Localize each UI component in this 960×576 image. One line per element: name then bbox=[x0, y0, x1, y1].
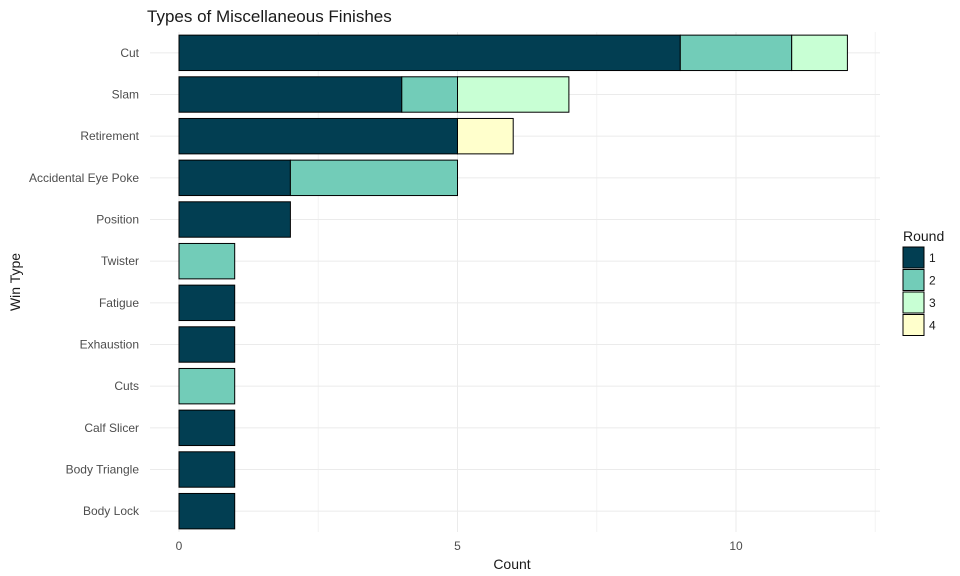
x-tick-labels: 0 5 10 bbox=[176, 539, 743, 553]
category-label: Slam bbox=[112, 88, 139, 102]
category-label: Twister bbox=[101, 254, 139, 268]
bar-segment bbox=[457, 76, 570, 113]
bar-segment bbox=[178, 409, 236, 447]
category-label: Cuts bbox=[114, 379, 139, 393]
bar-segment bbox=[401, 76, 458, 113]
category-label: Fatigue bbox=[99, 296, 139, 310]
x-axis-title: Count bbox=[493, 556, 530, 572]
bar-segment bbox=[178, 492, 236, 530]
category-label: Body Lock bbox=[83, 504, 140, 518]
bar-segment bbox=[178, 367, 236, 405]
legend-label: 3 bbox=[929, 296, 936, 310]
bar-segment bbox=[289, 159, 458, 197]
category-labels: Cut Slam Retirement Accidental Eye Poke Posi… bbox=[29, 46, 140, 518]
legend-label: 2 bbox=[929, 274, 936, 288]
bar-segment bbox=[178, 326, 236, 363]
legend-key bbox=[902, 246, 925, 269]
legend-key bbox=[902, 269, 925, 291]
bar-segment bbox=[178, 34, 681, 72]
bar-segment bbox=[178, 284, 236, 322]
bar-segment bbox=[679, 34, 793, 72]
legend-key bbox=[902, 291, 925, 314]
category-label: Body Triangle bbox=[66, 463, 140, 477]
legend: Round 1 2 3 4 bbox=[902, 228, 944, 336]
x-tick-label: 0 bbox=[176, 539, 183, 553]
bar-segment bbox=[178, 201, 291, 238]
legend-key bbox=[902, 314, 925, 336]
legend-title: Round bbox=[903, 228, 944, 244]
legend-label: 1 bbox=[929, 251, 936, 265]
bar-segment bbox=[791, 34, 848, 72]
category-label: Accidental Eye Poke bbox=[29, 171, 139, 185]
bar-segment bbox=[457, 117, 514, 155]
y-axis-title: Win Type bbox=[7, 253, 23, 311]
bars bbox=[178, 34, 848, 530]
chart-title: Types of Miscellaneous Finishes bbox=[147, 7, 392, 26]
category-label: Retirement bbox=[80, 129, 139, 143]
bar-segment bbox=[178, 159, 291, 197]
bar-segment bbox=[178, 76, 403, 113]
category-label: Position bbox=[96, 213, 139, 227]
bar-segment bbox=[178, 451, 236, 488]
x-tick-label: 5 bbox=[454, 539, 461, 553]
bar-segment bbox=[178, 242, 236, 280]
legend-label: 4 bbox=[929, 319, 936, 333]
category-label: Exhaustion bbox=[80, 338, 139, 352]
x-tick-label: 10 bbox=[729, 539, 743, 553]
category-label: Calf Slicer bbox=[84, 421, 139, 435]
category-label: Cut bbox=[120, 46, 139, 60]
bar-segment bbox=[178, 117, 458, 155]
